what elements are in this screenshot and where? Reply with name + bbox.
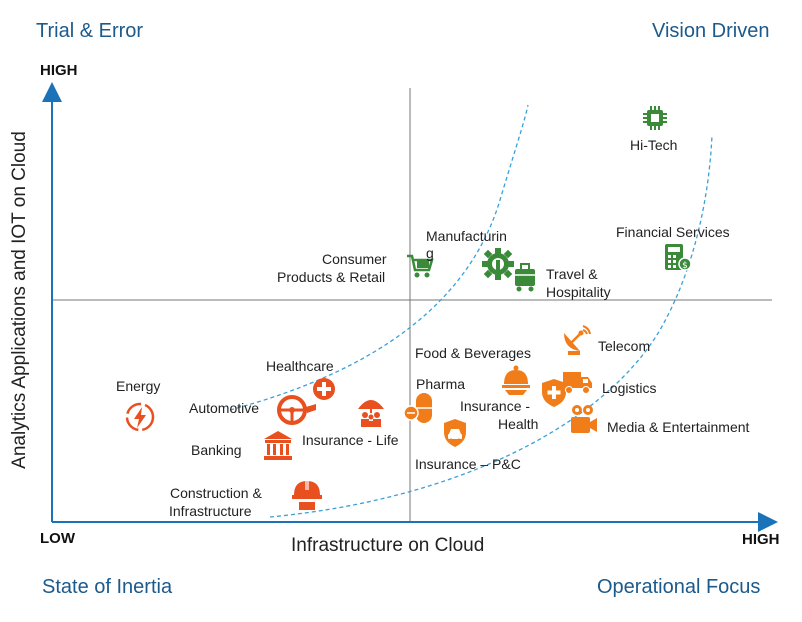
umbrella-family-icon bbox=[356, 395, 386, 434]
sector-label-travel-line2: Hospitality bbox=[546, 284, 611, 300]
shopping-cart-icon bbox=[405, 252, 435, 285]
quadrant-top-right: Vision Driven bbox=[652, 20, 770, 42]
truck-icon bbox=[562, 366, 594, 401]
calculator-icon: $ bbox=[664, 243, 692, 278]
bank-icon bbox=[263, 430, 293, 467]
sector-label-pharma: Pharma bbox=[416, 376, 466, 392]
sector-label-travel-line1: Travel & bbox=[546, 266, 598, 282]
sector-label-banking: Banking bbox=[191, 442, 242, 458]
maturity-curve-outer bbox=[269, 134, 713, 518]
pill-icon bbox=[403, 392, 435, 431]
cloche-icon bbox=[501, 364, 531, 401]
chip-icon bbox=[643, 105, 667, 136]
sector-label-food: Food & Beverages bbox=[415, 345, 531, 361]
medical-cross-icon bbox=[312, 377, 336, 406]
sector-label-consumer-line1: Consumer bbox=[322, 251, 387, 267]
video-camera-icon bbox=[569, 404, 599, 441]
sector-label-automotive: Automotive bbox=[189, 400, 260, 416]
lightning-icon bbox=[125, 402, 155, 437]
sector-label-logistics: Logistics bbox=[602, 380, 657, 396]
x-axis-title: Infrastructure on Cloud bbox=[291, 535, 485, 556]
car-insurance-icon bbox=[442, 418, 468, 453]
health-shield-icon bbox=[540, 378, 568, 413]
x-axis-low-label: LOW bbox=[40, 530, 75, 547]
sector-label-insurance-health-line2: Health bbox=[498, 416, 539, 432]
quadrant-top-left: Trial & Error bbox=[36, 20, 144, 42]
sector-label-healthcare: Healthcare bbox=[266, 358, 334, 374]
sector-label-telecom: Telecom bbox=[598, 338, 651, 354]
svg-text:$: $ bbox=[682, 261, 688, 271]
sector-label-construction-line1: Construction & bbox=[170, 485, 262, 501]
x-axis-high-label: HIGH bbox=[742, 531, 780, 548]
sector-label-media: Media & Entertainment bbox=[607, 419, 750, 435]
y-axis-high-label: HIGH bbox=[40, 62, 78, 79]
sector-label-insurance-health-line1: Insurance - bbox=[460, 398, 531, 414]
sector-label-hitech: Hi-Tech bbox=[630, 137, 678, 153]
y-axis-title: Analytics Applications and IOT on Cloud bbox=[9, 131, 30, 469]
satellite-dish-icon bbox=[560, 323, 592, 362]
hardhat-icon bbox=[291, 478, 323, 517]
sector-label-manufacturing-line2: g bbox=[426, 245, 434, 261]
sector-label-financial: Financial Services bbox=[616, 224, 730, 240]
sector-label-insurance-pc: Insurance – P&C bbox=[415, 456, 521, 472]
maturity-curve-inner bbox=[229, 104, 529, 411]
sector-label-energy: Energy bbox=[116, 378, 161, 394]
luggage-icon bbox=[512, 262, 538, 297]
sector-label-consumer-line2: Products & Retail bbox=[277, 269, 386, 285]
quadrant-bottom-left: State of Inertia bbox=[42, 576, 173, 598]
gear-icon bbox=[482, 248, 514, 285]
steering-wheel-icon bbox=[276, 393, 318, 432]
quadrant-bottom-right: Operational Focus bbox=[597, 576, 761, 598]
sector-label-insurance-life: Insurance - Life bbox=[302, 432, 399, 448]
sector-label-construction-line2: Infrastructure bbox=[169, 503, 252, 519]
sector-label-manufacturing-line1: Manufacturin bbox=[426, 228, 507, 244]
